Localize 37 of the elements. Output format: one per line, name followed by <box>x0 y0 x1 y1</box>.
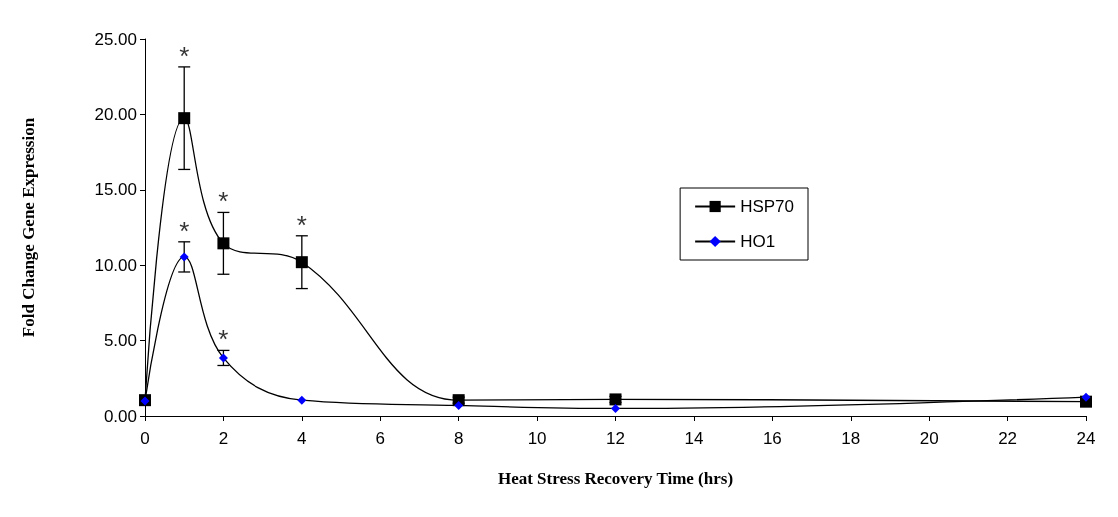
y-tick-label: 10.00 <box>94 255 137 275</box>
x-tick-label: 2 <box>218 429 229 448</box>
x-tick-label: 4 <box>297 429 307 448</box>
x-tick-label: 18 <box>841 429 861 448</box>
legend-label: HO1 <box>740 232 776 251</box>
legend-label: HSP70 <box>740 197 795 216</box>
point <box>295 256 308 269</box>
x-tick-label: 24 <box>1076 429 1096 448</box>
x-tick-label: 6 <box>375 429 385 448</box>
x-tick-label: 14 <box>684 429 704 448</box>
y-tick-label: 20.00 <box>94 104 137 124</box>
y-axis-title: Fold Change Gene Expression <box>19 117 38 338</box>
x-axis-title: Heat Stress Recovery Time (hrs) <box>497 469 734 488</box>
x-tick-label: 20 <box>919 429 939 448</box>
annotation: * <box>179 41 190 72</box>
x-tick-label: 12 <box>606 429 625 448</box>
y-tick-label: 0.00 <box>103 406 137 426</box>
point <box>454 400 464 410</box>
annotation: * <box>218 185 229 216</box>
y-tick-label: 25.00 <box>94 29 137 49</box>
point <box>178 112 191 125</box>
x-tick-label: 0 <box>140 429 150 448</box>
y-tick-label: 5.00 <box>103 331 137 351</box>
point <box>297 395 307 405</box>
point <box>611 403 620 413</box>
point <box>217 237 230 250</box>
x-tick-label: 22 <box>998 429 1018 448</box>
point <box>1081 392 1091 402</box>
annotation: * <box>179 216 190 247</box>
y-tick-label: 15.00 <box>94 180 137 200</box>
annotation: * <box>218 323 229 354</box>
x-tick-label: 8 <box>453 429 464 448</box>
point <box>218 353 228 363</box>
x-tick-label: 10 <box>527 429 547 448</box>
x-tick-label: 16 <box>762 429 782 448</box>
annotation: * <box>296 210 307 241</box>
point <box>179 252 189 262</box>
